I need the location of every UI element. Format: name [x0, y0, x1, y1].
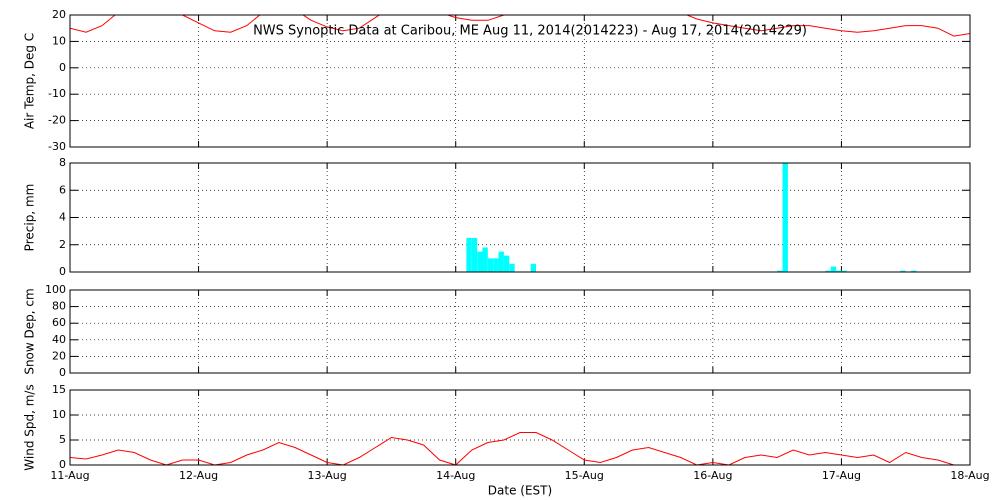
x-tick-label: 14-Aug: [436, 469, 475, 482]
bar: [777, 270, 783, 272]
x-tick-label: 13-Aug: [308, 469, 347, 482]
y-tick-label: 0: [59, 265, 66, 278]
bar: [841, 270, 847, 272]
y-tick-label: 15: [52, 383, 66, 396]
y-tick-label: 0: [59, 458, 66, 471]
y-tick-label: 20: [52, 349, 66, 362]
bar: [466, 237, 472, 272]
y-tick-label: 10: [52, 34, 66, 47]
bar: [911, 270, 917, 272]
bar: [830, 266, 837, 272]
bar: [477, 251, 483, 272]
panel-frame: [69, 14, 971, 148]
panel-frame: [69, 162, 971, 273]
y-axis-label: Air Temp, Deg C: [23, 33, 37, 129]
bar: [509, 263, 515, 272]
panel-frame: [69, 289, 971, 374]
bar: [471, 237, 478, 272]
y-tick-label: 5: [59, 433, 66, 446]
y-tick-label: 2: [59, 238, 66, 251]
bar: [482, 247, 488, 272]
y-axis-label: Precip, mm: [23, 184, 37, 252]
series-line: [70, 15, 970, 37]
x-tick-label: 12-Aug: [179, 469, 218, 482]
bar: [493, 258, 499, 272]
bar: [782, 163, 788, 272]
y-tick-label: 60: [52, 316, 66, 329]
y-axis-label: Wind Spd, m/s: [23, 384, 37, 470]
panel-frame: [69, 389, 971, 466]
x-tick-label: 15-Aug: [565, 469, 604, 482]
y-tick-label: 4: [59, 211, 66, 224]
y-tick-label: 100: [45, 283, 66, 296]
chart-title: NWS Synoptic Data at Caribou, ME Aug 11,…: [253, 24, 807, 39]
y-axis-label: Snow Dep, cm: [23, 288, 37, 374]
y-tick-label: -20: [48, 114, 66, 127]
x-axis-label: Date (EST): [488, 484, 552, 498]
y-tick-label: -30: [48, 140, 66, 153]
bar: [825, 270, 831, 272]
bar: [487, 258, 494, 272]
bar: [900, 270, 906, 272]
bar: [530, 263, 537, 272]
y-tick-label: 10: [52, 408, 66, 421]
bar: [503, 255, 510, 272]
x-tick-label: 17-Aug: [822, 469, 861, 482]
y-tick-label: 6: [59, 183, 66, 196]
bar: [498, 251, 504, 272]
y-tick-label: 40: [52, 333, 66, 346]
y-tick-label: 20: [52, 8, 66, 21]
series-line: [69, 432, 970, 466]
x-tick-label: 18-Aug: [950, 469, 989, 482]
y-tick-label: 0: [59, 61, 66, 74]
x-tick-label: 11-Aug: [50, 469, 89, 482]
y-tick-label: 8: [59, 156, 66, 169]
y-tick-label: 0: [59, 366, 66, 379]
x-tick-label: 16-Aug: [693, 469, 732, 482]
y-tick-label: 80: [52, 300, 66, 313]
bar: [836, 270, 842, 272]
y-tick-label: -10: [48, 87, 66, 100]
